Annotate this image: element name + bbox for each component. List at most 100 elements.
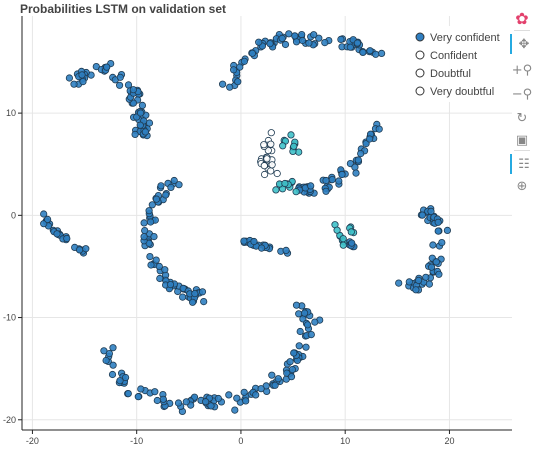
hover-icon[interactable]: ☷ xyxy=(510,154,536,174)
scatter-point xyxy=(443,226,451,234)
grid xyxy=(22,16,512,430)
scatter-point xyxy=(375,125,383,133)
chart-title: Probabilities LSTM on validation set xyxy=(20,2,227,16)
scatter-point xyxy=(274,375,282,383)
scatter-point xyxy=(76,246,84,254)
scatter-point xyxy=(365,135,374,143)
scatter-point xyxy=(255,38,263,46)
legend: Very confident Confident Doubtful Very doub… xyxy=(408,26,508,102)
scatter-point xyxy=(43,215,52,223)
scatter-point xyxy=(298,36,307,45)
scatter-point xyxy=(63,234,71,243)
save-icon[interactable]: ▣ xyxy=(515,132,529,148)
scatter-point xyxy=(207,402,215,410)
scatter-point xyxy=(283,369,291,377)
scatter-point xyxy=(434,218,442,226)
scatter-point xyxy=(311,318,319,326)
bokeh-logo-icon[interactable]: ✿ xyxy=(515,8,529,28)
legend-box xyxy=(408,26,508,102)
toolbar-separator xyxy=(514,30,530,31)
scatter-point xyxy=(150,233,158,241)
legend-marker xyxy=(415,86,425,96)
scatter-point xyxy=(157,182,165,190)
scatter-point xyxy=(414,276,423,284)
legend-marker xyxy=(415,50,425,60)
scatter-point xyxy=(147,261,155,269)
scatter-point xyxy=(174,399,183,407)
scatter-point xyxy=(202,398,210,406)
crosshair-icon[interactable]: ⊕ xyxy=(516,178,528,194)
x-tick-label: 10 xyxy=(340,436,350,446)
scatter-point xyxy=(131,130,139,138)
scatter-point xyxy=(438,239,446,247)
toolbar: ✿ ✥ +⚲ −⚲ ↻ ▣ ☷ ⊕ xyxy=(510,8,538,198)
scatter-point xyxy=(321,38,329,47)
scatter-point xyxy=(347,228,355,236)
x-tick-label: 0 xyxy=(238,436,243,446)
scatter-point xyxy=(102,356,110,365)
scatter-point xyxy=(257,385,265,393)
scatter-point xyxy=(161,266,169,274)
scatter-point xyxy=(109,361,117,369)
scatter-point xyxy=(124,389,132,398)
reset-icon[interactable]: ↻ xyxy=(516,110,528,126)
scatter-point xyxy=(339,235,347,243)
legend-label: Very doubtful xyxy=(430,86,494,98)
scatter-point xyxy=(70,80,78,88)
scatter-point xyxy=(148,201,156,209)
scatter-point xyxy=(427,207,435,215)
scatter-point xyxy=(137,109,145,117)
scatter-point xyxy=(353,39,361,47)
scatter-point xyxy=(140,233,148,241)
scatter-point xyxy=(432,258,440,266)
scatter-point xyxy=(305,39,313,47)
scatter-point xyxy=(300,309,309,317)
scatter-point xyxy=(155,262,163,270)
scatter-point xyxy=(346,43,354,51)
scatter-point xyxy=(82,245,90,253)
scatter-point xyxy=(100,347,108,355)
scatter-point xyxy=(296,327,304,336)
scatter-point xyxy=(108,370,117,379)
scatter-point xyxy=(129,86,137,94)
scatter-point xyxy=(434,227,442,235)
y-tick-label: -10 xyxy=(3,313,16,323)
y-tick-label: 0 xyxy=(11,210,16,220)
scatter-point xyxy=(137,385,145,393)
scatter-point xyxy=(292,38,301,46)
scatter-point xyxy=(200,297,208,306)
y-tick-label: -20 xyxy=(3,415,16,425)
scatter-point xyxy=(372,50,380,58)
scatter-point xyxy=(147,218,155,226)
scatter-point xyxy=(116,73,124,81)
scatter-point xyxy=(429,241,437,249)
scatter-point xyxy=(153,396,161,405)
box-zoom-in-icon[interactable]: +⚲ xyxy=(511,62,533,78)
scatter-point xyxy=(240,388,248,396)
scatter-point xyxy=(278,34,286,43)
scatter-point xyxy=(351,163,359,171)
scatter-point xyxy=(412,286,420,294)
scatter-point xyxy=(266,40,274,48)
scatter-point xyxy=(290,142,298,150)
scatter-point xyxy=(105,349,114,358)
scatter-point xyxy=(189,298,197,306)
scatter-point xyxy=(322,176,330,185)
scatter-point xyxy=(116,81,124,89)
scatter-point xyxy=(281,179,289,188)
scatter-point xyxy=(335,177,343,185)
scatter-point xyxy=(122,373,130,382)
box-zoom-out-icon[interactable]: −⚲ xyxy=(511,86,533,102)
scatter-point xyxy=(230,66,238,74)
scatter-point xyxy=(136,121,144,129)
scatter-point xyxy=(40,210,48,218)
scatter-point xyxy=(175,181,183,189)
scatter-point xyxy=(295,310,303,318)
scatter-point xyxy=(103,63,111,71)
scatter-point xyxy=(268,371,276,379)
scatter-point xyxy=(242,397,250,405)
scatter-point xyxy=(260,162,268,170)
pan-icon[interactable]: ✥ xyxy=(510,34,536,54)
scatter-point xyxy=(240,57,248,65)
